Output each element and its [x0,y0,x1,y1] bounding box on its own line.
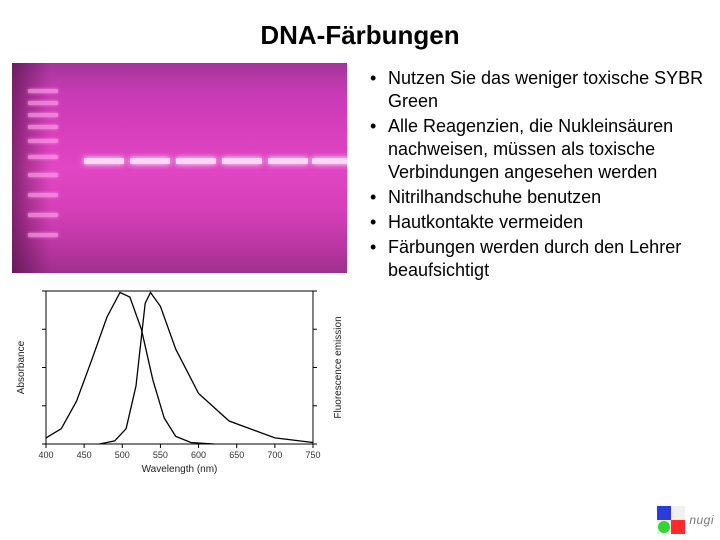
logo-cell-tl [657,506,671,520]
gel-marker-band [28,89,58,93]
bullet-item: Färbungen werden durch den Lehrer beaufs… [366,236,712,282]
page-title: DNA-Färbungen [0,0,720,63]
logo-cell-bl [657,520,671,534]
gel-marker-band [28,173,58,177]
gel-sample-band [84,158,124,164]
svg-text:Absorbance: Absorbance [16,340,27,394]
gel-background [12,63,347,273]
gel-marker-band [28,155,58,159]
gel-marker-band [28,139,58,143]
gel-marker-band [28,125,58,129]
svg-text:500: 500 [115,450,130,460]
gel-marker-band [28,213,58,217]
gel-marker-band [28,113,58,117]
right-column: Nutzen Sie das weniger toxische SYBR Gre… [352,63,712,476]
logo: nugi [657,506,714,534]
gel-marker-band [28,101,58,105]
logo-text: nugi [689,513,714,527]
gel-sample-band [312,158,347,164]
gel-sample-band [176,158,216,164]
svg-text:700: 700 [267,450,282,460]
gel-electrophoresis-image [12,63,347,273]
left-column: 400 450 500 550 600 650 700 750 Wavelength (nm) A… [12,63,352,476]
gel-sample-band [130,158,170,164]
svg-text:750: 750 [305,450,320,460]
svg-text:Wavelength (nm): Wavelength (nm) [142,464,218,475]
svg-text:450: 450 [77,450,92,460]
svg-text:Fluorescence emission: Fluorescence emission [333,316,344,418]
logo-grid [657,506,685,534]
logo-circle [658,521,670,533]
svg-text:650: 650 [229,450,244,460]
spectrum-svg: 400 450 500 550 600 650 700 750 Wavelength (nm) A… [12,281,347,476]
bullet-item: Nutzen Sie das weniger toxische SYBR Gre… [366,67,712,113]
bullet-item: Nitrilhandschuhe benutzen [366,186,712,209]
gel-sample-band [222,158,262,164]
spectrum-chart: 400 450 500 550 600 650 700 750 Wavelength (nm) A… [12,281,347,476]
bullet-item: Hautkontakte vermeiden [366,211,712,234]
svg-text:550: 550 [153,450,168,460]
gel-marker-band [28,193,58,197]
svg-text:400: 400 [38,450,53,460]
gel-marker-band [28,233,58,237]
gel-sample-band [268,158,308,164]
bullet-list: Nutzen Sie das weniger toxische SYBR Gre… [366,67,712,282]
logo-cell-br [671,520,685,534]
content-row: 400 450 500 550 600 650 700 750 Wavelength (nm) A… [0,63,720,476]
bullet-item: Alle Reagenzien, die Nukleinsäuren nachw… [366,115,712,184]
logo-cell-tr [671,506,685,520]
gel-edge-shadow [12,63,50,273]
svg-text:600: 600 [191,450,206,460]
